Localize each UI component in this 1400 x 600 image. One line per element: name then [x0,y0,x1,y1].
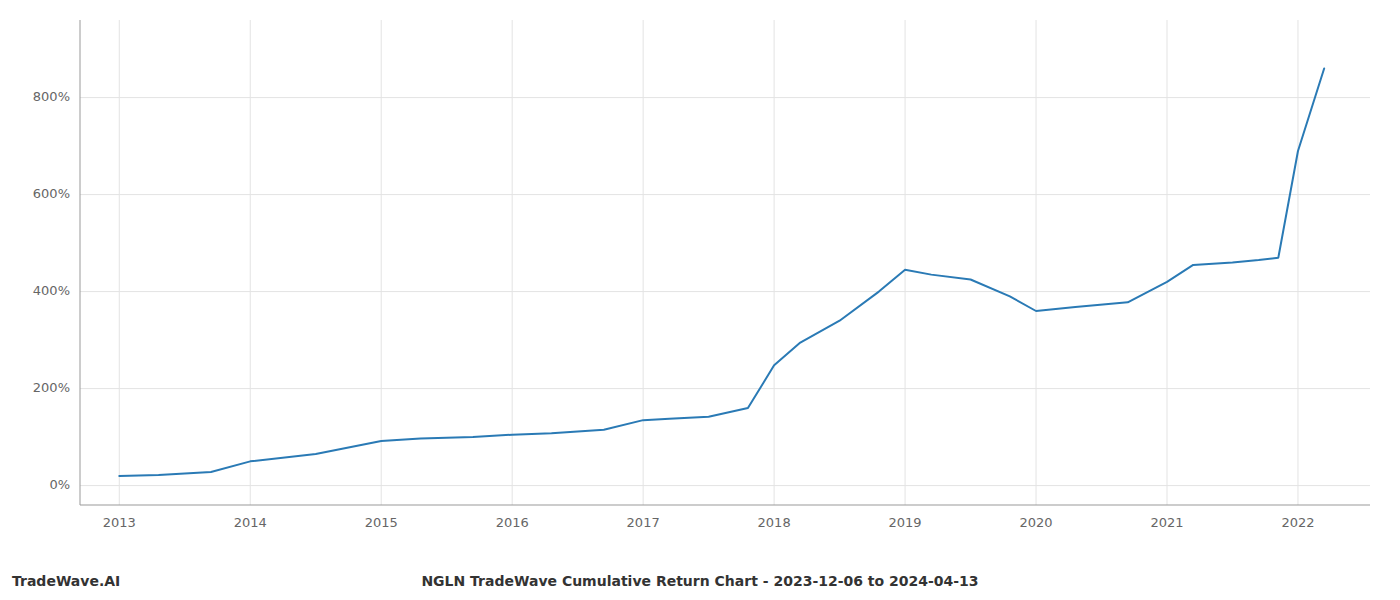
x-grid-line [250,20,251,505]
x-tick-label: 2018 [758,515,791,530]
x-grid-line [643,20,644,505]
y-tick-label: 200% [33,380,70,395]
x-grid-line [381,20,382,505]
axes: 0% 200% 400% 600% 800% 2013 2014 2015 2016 2017 20… [33,20,1370,530]
y-axis-line [80,20,81,505]
x-tick-label: 2014 [234,515,267,530]
y-tick-label: 800% [33,89,70,104]
x-axis-line [80,505,1370,506]
x-tick-label: 2015 [365,515,398,530]
chart-title: NGLN TradeWave Cumulative Return Chart -… [421,573,978,589]
background [0,0,1400,600]
x-grid-line [905,20,906,505]
x-grid-line [774,20,775,505]
y-tick-label: 600% [33,186,70,201]
y-grid-line [80,97,1370,98]
y-tick-label: 400% [33,283,70,298]
x-tick-label: 2019 [889,515,922,530]
x-tick-label: 2013 [103,515,136,530]
y-grid-line [80,291,1370,292]
x-tick-label: 2022 [1281,515,1314,530]
x-tick-label: 2021 [1150,515,1183,530]
x-grid-line [1297,20,1298,505]
y-tick-label: 0% [49,477,70,492]
x-tick-label: 2020 [1019,515,1052,530]
y-grid-line [80,485,1370,486]
chart-container: 0% 200% 400% 600% 800% 2013 2014 2015 2016 2017 20… [0,0,1400,600]
plot-area [119,69,1324,476]
x-tick-label: 2016 [496,515,529,530]
x-grid-line [119,20,120,505]
grid [80,20,1370,505]
x-grid-line [512,20,513,505]
data-line [119,69,1324,476]
watermark: TradeWave.AI [12,573,120,589]
x-grid-line [1167,20,1168,505]
y-grid-line [80,194,1370,195]
chart-svg: 0% 200% 400% 600% 800% 2013 2014 2015 2016 2017 20… [0,0,1400,600]
x-grid-line [1036,20,1037,505]
x-tick-label: 2017 [627,515,660,530]
y-grid-line [80,388,1370,389]
